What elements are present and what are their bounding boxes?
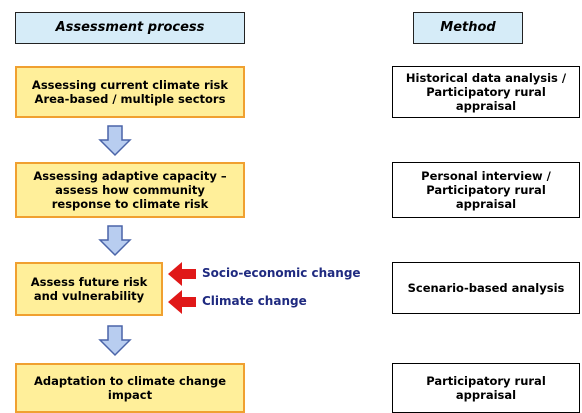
- line-text: Participatory rural: [426, 374, 546, 388]
- method-box: Scenario-based analysis: [392, 262, 580, 314]
- driver-label: Climate change: [202, 294, 307, 308]
- process-step: Assessing adaptive capacity – assess how …: [15, 162, 245, 218]
- down-arrow: [98, 225, 132, 257]
- line-text: Assessing adaptive capacity –: [33, 169, 227, 183]
- method-header: Method: [413, 12, 523, 44]
- line-text: Participatory rural: [426, 183, 546, 197]
- down-arrow: [98, 125, 132, 157]
- header-text: Method: [440, 20, 496, 35]
- line-text: assess how community: [55, 183, 205, 197]
- line-text: appraisal: [455, 99, 517, 113]
- line-text: Area-based / multiple sectors: [34, 92, 226, 106]
- line-text: Personal interview /: [421, 169, 551, 183]
- process-header: Assessment process: [15, 12, 245, 44]
- line-text: Historical data analysis /: [405, 71, 567, 85]
- line-text: Adaptation to climate change: [33, 374, 227, 388]
- line-text: Scenario-based analysis: [407, 281, 565, 295]
- line-text: and vulnerability: [33, 289, 145, 303]
- line-text: Participatory rural: [426, 85, 546, 99]
- line-text: appraisal: [455, 197, 517, 211]
- process-step: Assessing current climate risk Area-based…: [15, 66, 245, 118]
- line-text: Assess future risk: [30, 275, 148, 289]
- line-text: impact: [107, 388, 153, 402]
- header-text: Assessment process: [55, 20, 205, 35]
- method-box: Personal interview / Participatory rural a…: [392, 162, 580, 218]
- line-text: Assessing current climate risk: [31, 78, 229, 92]
- method-box: Historical data analysis / Participatory …: [392, 66, 580, 118]
- method-box: Participatory rural appraisal: [392, 363, 580, 413]
- process-step: Assess future risk and vulnerability: [15, 262, 163, 316]
- left-arrow: [168, 262, 196, 286]
- line-text: appraisal: [455, 388, 517, 402]
- down-arrow: [98, 325, 132, 357]
- left-arrow: [168, 290, 196, 314]
- line-text: response to climate risk: [51, 197, 209, 211]
- process-step: Adaptation to climate change impact: [15, 363, 245, 413]
- driver-label: Socio-economic change: [202, 266, 361, 280]
